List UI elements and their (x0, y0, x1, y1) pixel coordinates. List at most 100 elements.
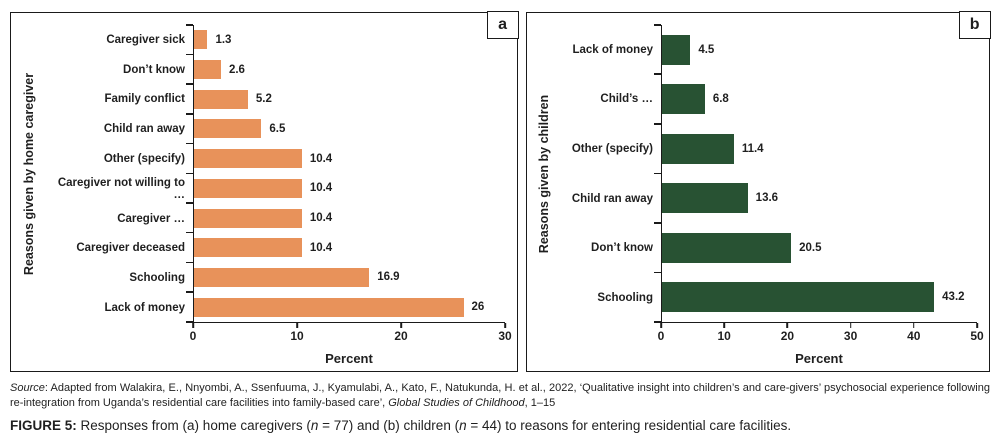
category-label: Caregiver not willing to … (57, 176, 185, 201)
bar-value-label: 11.4 (741, 142, 764, 155)
category-tick-mark (654, 172, 661, 175)
category-tick-mark (654, 24, 661, 26)
x-tick-mark (723, 323, 725, 328)
category-tick-mark (654, 321, 661, 323)
category-label: Child ran away (103, 123, 185, 136)
bar-row: 5.2 (194, 84, 505, 114)
bar-row: 10.4 (194, 144, 505, 174)
category-tick-mark (186, 261, 193, 264)
bar (194, 238, 302, 258)
source-note: Source: Adapted from Walakira, E., Nnyom… (10, 381, 990, 411)
bar (662, 34, 691, 65)
category-label: Schooling (129, 272, 185, 285)
x-tick-mark (504, 323, 506, 328)
x-tick-label: 30 (843, 329, 858, 343)
x-tick-mark (192, 323, 194, 328)
category-label: Don’t know (591, 242, 653, 255)
bar-value-label: 43.2 (942, 291, 965, 304)
panel-label-b: b (958, 11, 991, 40)
category-label: Child’s … (600, 93, 653, 106)
category-tick-mark (186, 24, 193, 26)
x-tick-label: 20 (394, 329, 408, 343)
category-tick-mark (186, 53, 193, 56)
x-tick-mark (660, 323, 662, 328)
bar-row: 10.4 (194, 233, 505, 263)
category-label: Caregiver sick (106, 33, 185, 46)
text-segment: n (459, 417, 467, 433)
bar-row: 26 (194, 292, 505, 322)
category-tick-mark (186, 231, 193, 234)
y-axis-title-column: Reasons given by home caregiver (11, 25, 47, 323)
bar (194, 297, 464, 317)
plot-area-column: 4.5 6.8 11.4 13.6 20.5 43.2 0 10 20 30 40 50 Perce… (654, 24, 989, 366)
bar-row: 43.2 (662, 273, 977, 323)
chart-panel-a: a Reasons given by home caregiver Caregi… (10, 11, 519, 372)
bar-value-label: 20.5 (799, 241, 822, 254)
bar-row: 6.5 (194, 114, 505, 144)
x-tick-label: 10 (717, 329, 731, 343)
bar-row: 16.9 (194, 263, 505, 293)
text-segment: Source (10, 382, 45, 394)
x-tick-label: 0 (657, 329, 665, 343)
bar-row: 6.8 (662, 75, 977, 125)
bar (194, 208, 302, 228)
x-tick-label: 40 (907, 329, 921, 343)
y-axis-title: Reasons given by children (537, 94, 551, 254)
bar (662, 183, 748, 214)
category-label: Other (specify) (571, 143, 653, 156)
bar-value-label: 5.2 (255, 93, 272, 106)
plot-area-column: 1.3 2.6 5.2 6.5 10.4 10.4 10.4 10.4 16.9 26 0 10 20… (186, 24, 517, 366)
bar-value-label: 6.8 (712, 93, 729, 106)
bar-value-label: 13.6 (755, 192, 779, 205)
category-tick-mark (654, 271, 661, 274)
bar-value-label: 10.4 (309, 182, 333, 195)
y-axis-title: Reasons given by home caregiver (22, 72, 36, 276)
bar-value-label: 10.4 (309, 212, 333, 225)
x-tick-mark (400, 323, 402, 328)
category-label: Don’t know (123, 63, 185, 76)
bar (194, 149, 302, 169)
category-labels: Lack of money Child’s … Other (specify) Chi… (561, 25, 661, 323)
bar-value-label: 6.5 (269, 122, 286, 135)
bar-row: 10.4 (194, 174, 505, 204)
bar-value-label: 2.6 (228, 63, 245, 76)
category-label: Caregiver … (117, 212, 185, 225)
bar-value-label: 10.4 (309, 241, 333, 254)
bar-row: 4.5 (662, 25, 977, 75)
category-label: Lack of money (104, 302, 185, 315)
text-segment: Responses from (a) home caregivers ( (76, 417, 311, 433)
bar-value-label: 26 (471, 301, 485, 314)
bar (662, 232, 792, 263)
bar-value-label: 4.5 (698, 43, 715, 56)
bar-row: 13.6 (662, 174, 977, 224)
category-tick-mark (186, 83, 193, 85)
category-tick-mark (186, 291, 193, 293)
bar-row: 2.6 (194, 55, 505, 85)
x-axis: 0 10 20 30 40 50 (657, 323, 984, 347)
bar (662, 84, 705, 115)
category-tick-mark (186, 321, 193, 323)
x-axis-title: Percent (325, 351, 373, 366)
x-tick-label: 20 (780, 329, 795, 343)
x-tick-mark (913, 323, 915, 328)
text-segment: n (310, 417, 319, 433)
category-tick-mark (186, 172, 193, 175)
category-tick-mark (186, 202, 193, 204)
bar-rows: 1.3 2.6 5.2 6.5 10.4 10.4 10.4 10.4 16.9 26 (186, 24, 505, 323)
category-label: Schooling (597, 292, 653, 305)
x-tick-mark (786, 323, 789, 328)
charts-row: a Reasons given by home caregiver Caregi… (10, 11, 991, 372)
bar-row: 20.5 (662, 223, 977, 273)
category-tick-mark (654, 221, 661, 224)
category-tick-mark (654, 122, 661, 125)
x-tick-label: 30 (498, 329, 512, 343)
bar (194, 89, 248, 109)
category-label: Caregiver deceased (76, 242, 185, 255)
x-tick-label: 10 (290, 329, 304, 343)
x-tick-label: 0 (189, 329, 197, 343)
x-tick-mark (976, 323, 978, 328)
text-segment: FIGURE 5: (10, 417, 77, 433)
category-label: Family conflict (104, 93, 185, 106)
bar (194, 267, 370, 287)
